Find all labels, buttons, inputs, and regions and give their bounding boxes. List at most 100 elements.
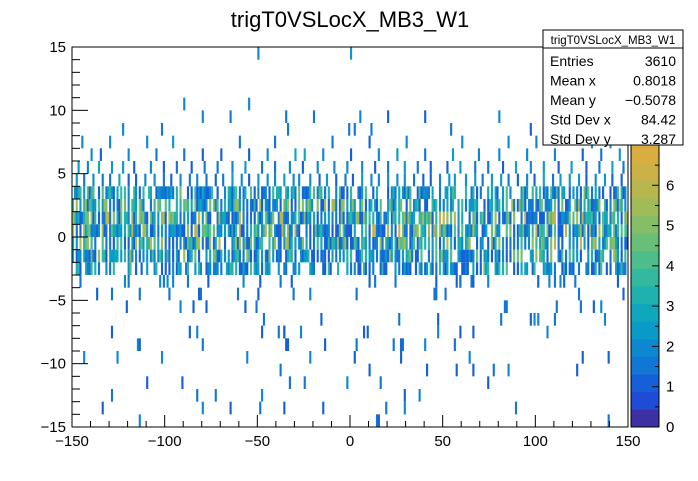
heatmap-cell	[603, 211, 607, 225]
heatmap-cell	[568, 186, 571, 199]
heatmap-cell	[348, 211, 351, 225]
heatmap-cell	[207, 275, 210, 288]
heatmap-cell	[331, 135, 334, 149]
heatmap-cell	[561, 224, 564, 237]
heatmap-cell	[461, 211, 464, 225]
heatmap-cell	[516, 199, 519, 212]
heatmap-cell	[144, 173, 147, 187]
heatmap-cell	[416, 161, 419, 174]
heatmap-cell	[359, 211, 362, 225]
heatmap-cell	[594, 224, 597, 237]
heatmap-cell	[268, 262, 271, 275]
x-tick-label: −50	[245, 433, 270, 450]
heatmap-cell	[553, 262, 556, 275]
heatmap-cell	[164, 186, 167, 199]
palette-tick-label: 5	[666, 218, 674, 235]
stats-value: −0.5078	[625, 92, 676, 108]
heatmap-cell	[331, 249, 334, 263]
heatmap-cell	[77, 211, 80, 225]
heatmap-cell	[594, 249, 597, 263]
heatmap-cell	[579, 199, 582, 212]
heatmap-cell	[442, 262, 445, 275]
heatmap-cell	[615, 186, 618, 199]
heatmap-cell	[160, 123, 164, 136]
heatmap-cell	[223, 211, 227, 225]
heatmap-cell	[474, 224, 477, 237]
heatmap-cell	[292, 173, 295, 187]
heatmap-cell	[203, 161, 206, 174]
heatmap-cell	[159, 249, 162, 263]
heatmap-cell	[305, 237, 308, 250]
heatmap-cell	[505, 199, 508, 212]
heatmap-cell	[466, 262, 469, 275]
heatmap-cell	[242, 186, 245, 199]
heatmap-cell	[275, 224, 278, 237]
heatmap-cell	[425, 186, 429, 199]
heatmap-cell	[405, 224, 408, 237]
heatmap-cell	[390, 249, 393, 263]
heatmap-cell	[279, 199, 282, 212]
heatmap-cell	[253, 186, 256, 199]
heatmap-cell	[218, 249, 221, 263]
heatmap-cell	[544, 199, 547, 212]
heatmap-cell	[131, 199, 134, 212]
heatmap-cell	[164, 249, 167, 263]
heatmap-cell	[503, 300, 506, 313]
heatmap-cell	[162, 211, 165, 225]
heatmap-cell	[618, 148, 621, 161]
heatmap-cell	[431, 262, 434, 275]
heatmap-cell	[101, 186, 104, 199]
heatmap-cell	[435, 224, 438, 237]
heatmap-cell	[159, 199, 162, 212]
heatmap-cell	[162, 186, 165, 199]
heatmap-cell	[438, 237, 442, 250]
heatmap-cell	[201, 211, 204, 225]
heatmap-cell	[579, 186, 582, 199]
heatmap-cell	[322, 199, 325, 212]
heatmap-cell	[231, 249, 234, 263]
heatmap-cell	[435, 262, 438, 275]
heatmap-cell	[409, 186, 412, 199]
heatmap-cell	[472, 186, 475, 199]
heatmap-cell	[594, 262, 597, 275]
palette-bin	[631, 321, 659, 340]
heatmap-cell	[157, 211, 160, 225]
heatmap-cell	[97, 211, 101, 225]
heatmap-cell	[147, 237, 151, 250]
heatmap-cell	[561, 211, 564, 225]
heatmap-cell	[272, 249, 275, 263]
heatmap-cell	[529, 161, 532, 174]
heatmap-cell	[557, 249, 560, 263]
heatmap-cell	[474, 211, 477, 225]
heatmap-cell	[498, 211, 501, 225]
heatmap-cell	[190, 211, 193, 225]
heatmap-cell	[220, 249, 223, 263]
heatmap-cell	[535, 199, 538, 212]
heatmap-cell	[513, 237, 516, 250]
heatmap-cell	[320, 313, 323, 326]
heatmap-cell	[157, 186, 160, 199]
heatmap-cell	[524, 199, 527, 212]
heatmap-cell	[409, 224, 412, 237]
heatmap-cell	[344, 237, 347, 250]
heatmap-cell	[427, 249, 430, 263]
heatmap-cell	[188, 325, 191, 339]
heatmap-cell	[238, 224, 241, 237]
heatmap-cell	[468, 211, 471, 225]
heatmap-cell	[494, 224, 497, 237]
heatmap-cell	[368, 135, 371, 149]
heatmap-cell	[340, 199, 343, 212]
heatmap-cell	[216, 211, 219, 225]
heatmap-cell	[609, 224, 612, 237]
heatmap-cell	[133, 186, 136, 199]
heatmap-cell	[438, 199, 442, 212]
palette-bin	[631, 215, 659, 234]
heatmap-cell	[286, 224, 290, 237]
heatmap-cell	[394, 211, 397, 225]
heatmap-cell	[424, 148, 427, 161]
heatmap-cell	[603, 237, 607, 250]
heatmap-cell	[236, 287, 240, 301]
heatmap-cell	[411, 249, 414, 263]
heatmap-cell	[190, 186, 193, 199]
heatmap-cell	[309, 224, 312, 237]
